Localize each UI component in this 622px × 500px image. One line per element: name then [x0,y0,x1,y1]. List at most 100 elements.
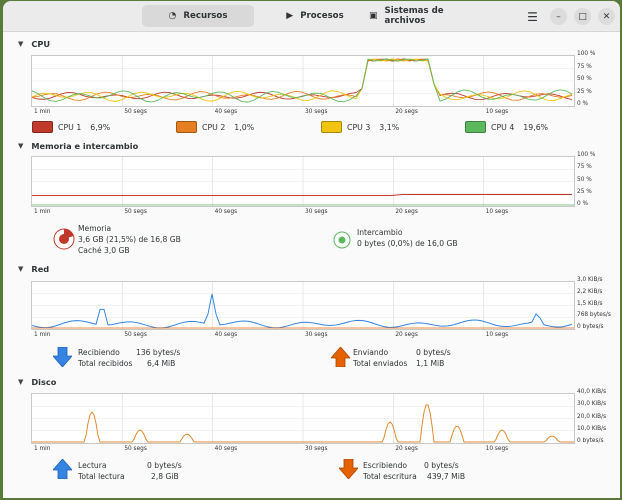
y-tick-label: 75 % [577,63,592,70]
x-tick-label: 40 segs [214,209,238,215]
cpu-legend-value: 3,1% [379,122,400,132]
x-tick-label: 20 segs [395,109,418,115]
sending-label: Enviando [353,348,389,357]
y-tick-label: 30,0 KiB/s [577,401,607,408]
disk-graph [31,393,575,444]
memory-section-header[interactable]: ▼ Memoria e intercambio [18,141,138,151]
swap-info: Intercambio 0 bytes (0,0%) de 16,0 GB [357,227,458,249]
color-swatch[interactable] [32,121,53,133]
cpu-legend-item[interactable]: CPU 4 19,6% [465,121,548,133]
menu-icon: ☰ [527,9,538,24]
x-tick-label: 10 segs [485,446,509,452]
tab-procesos[interactable]: ▶ Procesos [265,5,365,27]
color-swatch[interactable] [465,121,486,133]
swap-pie-icon [333,231,351,249]
memory-info: Memoria 3,6 GB (21,5%) de 16,8 GB Caché … [78,223,181,256]
y-tick-label: 3,0 KiB/s [577,277,603,283]
tab-recursos-label: Recursos [183,11,228,21]
tab-sistemas-label: Sistemas de archivos [384,6,444,26]
x-tick-label: 1 min [34,446,51,452]
write-arrow-icon [339,459,358,479]
chevron-down-icon: ▼ [18,265,24,273]
write-label: Escribiendo [363,461,408,470]
play-icon: ▶ [286,11,294,21]
x-tick-label: 10 segs [485,109,509,115]
resources-window: ◔ Recursos ▶ Procesos ▣ Sistemas de arch… [3,1,620,498]
close-button[interactable]: ✕ [598,8,615,25]
disk-icon: ▣ [369,11,378,21]
cpu-trace-line [32,58,573,101]
color-swatch[interactable] [176,121,197,133]
y-tick-label: 2,2 KiB/s [577,288,603,295]
x-tick-label: 10 segs [485,332,509,338]
x-tick-label: 30 segs [305,209,328,215]
y-tick-label: 768 bytes/s [577,312,611,319]
y-tick-label: 40,0 KiB/s [577,389,607,395]
color-swatch[interactable] [321,121,342,133]
y-tick-label: 0 % [577,101,589,107]
cpu-graph [31,55,575,107]
disk-trace-line [32,404,574,443]
y-tick-label: 100 % [577,51,596,57]
tab-procesos-label: Procesos [300,11,344,21]
y-tick-label: 1,5 KiB/s [577,300,603,307]
receiving-label: Recibiendo [78,348,120,357]
total-read-value: 2,8 GiB [151,472,179,481]
gauge-icon: ◔ [168,11,177,21]
y-tick-label: 20,0 KiB/s [577,413,607,420]
x-tick-label: 40 segs [214,332,238,338]
x-tick-label: 50 segs [124,109,147,115]
memory-label: Memoria [78,224,112,233]
minimize-button[interactable]: – [550,8,567,25]
y-tick-label: 10,0 KiB/s [577,425,607,432]
y-tick-label: 50 % [577,76,592,82]
network-section-header[interactable]: ▼ Red [18,264,49,274]
read-info: Lectura 0 bytes/s Total lectura 2,8 GiB [78,460,182,482]
read-value: 0 bytes/s [147,461,182,470]
cpu-legend-value: 1,0% [234,122,255,132]
network-graph [31,281,575,330]
disk-section-header[interactable]: ▼ Disco [18,377,56,387]
cpu-trace-line [32,58,573,101]
x-tick-label: 40 segs [214,109,238,115]
x-tick-label: 30 segs [305,332,328,338]
cpu-title: CPU [31,39,51,49]
cpu-legend-name: CPU 4 [491,122,515,132]
network-title: Red [31,264,50,274]
total-read-label: Total lectura [78,472,125,481]
x-tick-label: 10 segs [485,209,509,215]
total-write-value: 439,7 MiB [427,472,466,481]
cpu-section-header[interactable]: ▼ CPU [18,39,50,49]
total-sent-label: Total enviados [353,359,408,368]
x-tick-label: 30 segs [305,446,328,452]
read-arrow-icon [53,459,72,479]
minimize-icon: – [556,11,561,22]
receiving-value: 136 bytes/s [136,348,181,357]
x-tick-label: 50 segs [124,332,147,338]
sending-arrow-icon [331,347,350,367]
tab-sistemas-archivos[interactable]: ▣ Sistemas de archivos [369,5,485,27]
cpu-legend-name: CPU 1 [58,122,82,132]
receiving-info: Recibiendo 136 bytes/s Total recibidos 6,4… [78,347,180,369]
total-received-value: 6,4 MiB [147,359,176,368]
y-tick-label: 0 bytes/s [577,324,604,330]
cpu-legend-item[interactable]: CPU 2 1,0% [176,121,254,133]
network-trace-line [32,293,573,329]
read-label: Lectura [78,461,107,470]
x-tick-label: 50 segs [124,209,147,215]
swap-value: 0 bytes (0,0%) de 16,0 GB [357,239,458,248]
tab-recursos[interactable]: ◔ Recursos [142,5,254,27]
chevron-down-icon: ▼ [18,378,24,386]
y-tick-label: 0 % [577,201,589,207]
menu-button[interactable]: ☰ [524,8,541,25]
memory-value: 3,6 GB (21,5%) de 16,8 GB [78,235,181,244]
cpu-legend-item[interactable]: CPU 1 6,9% [32,121,110,133]
close-icon: ✕ [602,11,611,22]
write-info: Escribiendo 0 bytes/s Total escritura 439,… [363,460,465,482]
x-tick-label: 1 min [34,109,51,115]
memory-cache: Caché 3,0 GB [78,246,130,255]
swap-label: Intercambio [357,228,403,237]
cpu-legend-item[interactable]: CPU 3 3,1% [321,121,399,133]
chevron-down-icon: ▼ [18,142,24,150]
maximize-button[interactable]: □ [574,8,591,25]
